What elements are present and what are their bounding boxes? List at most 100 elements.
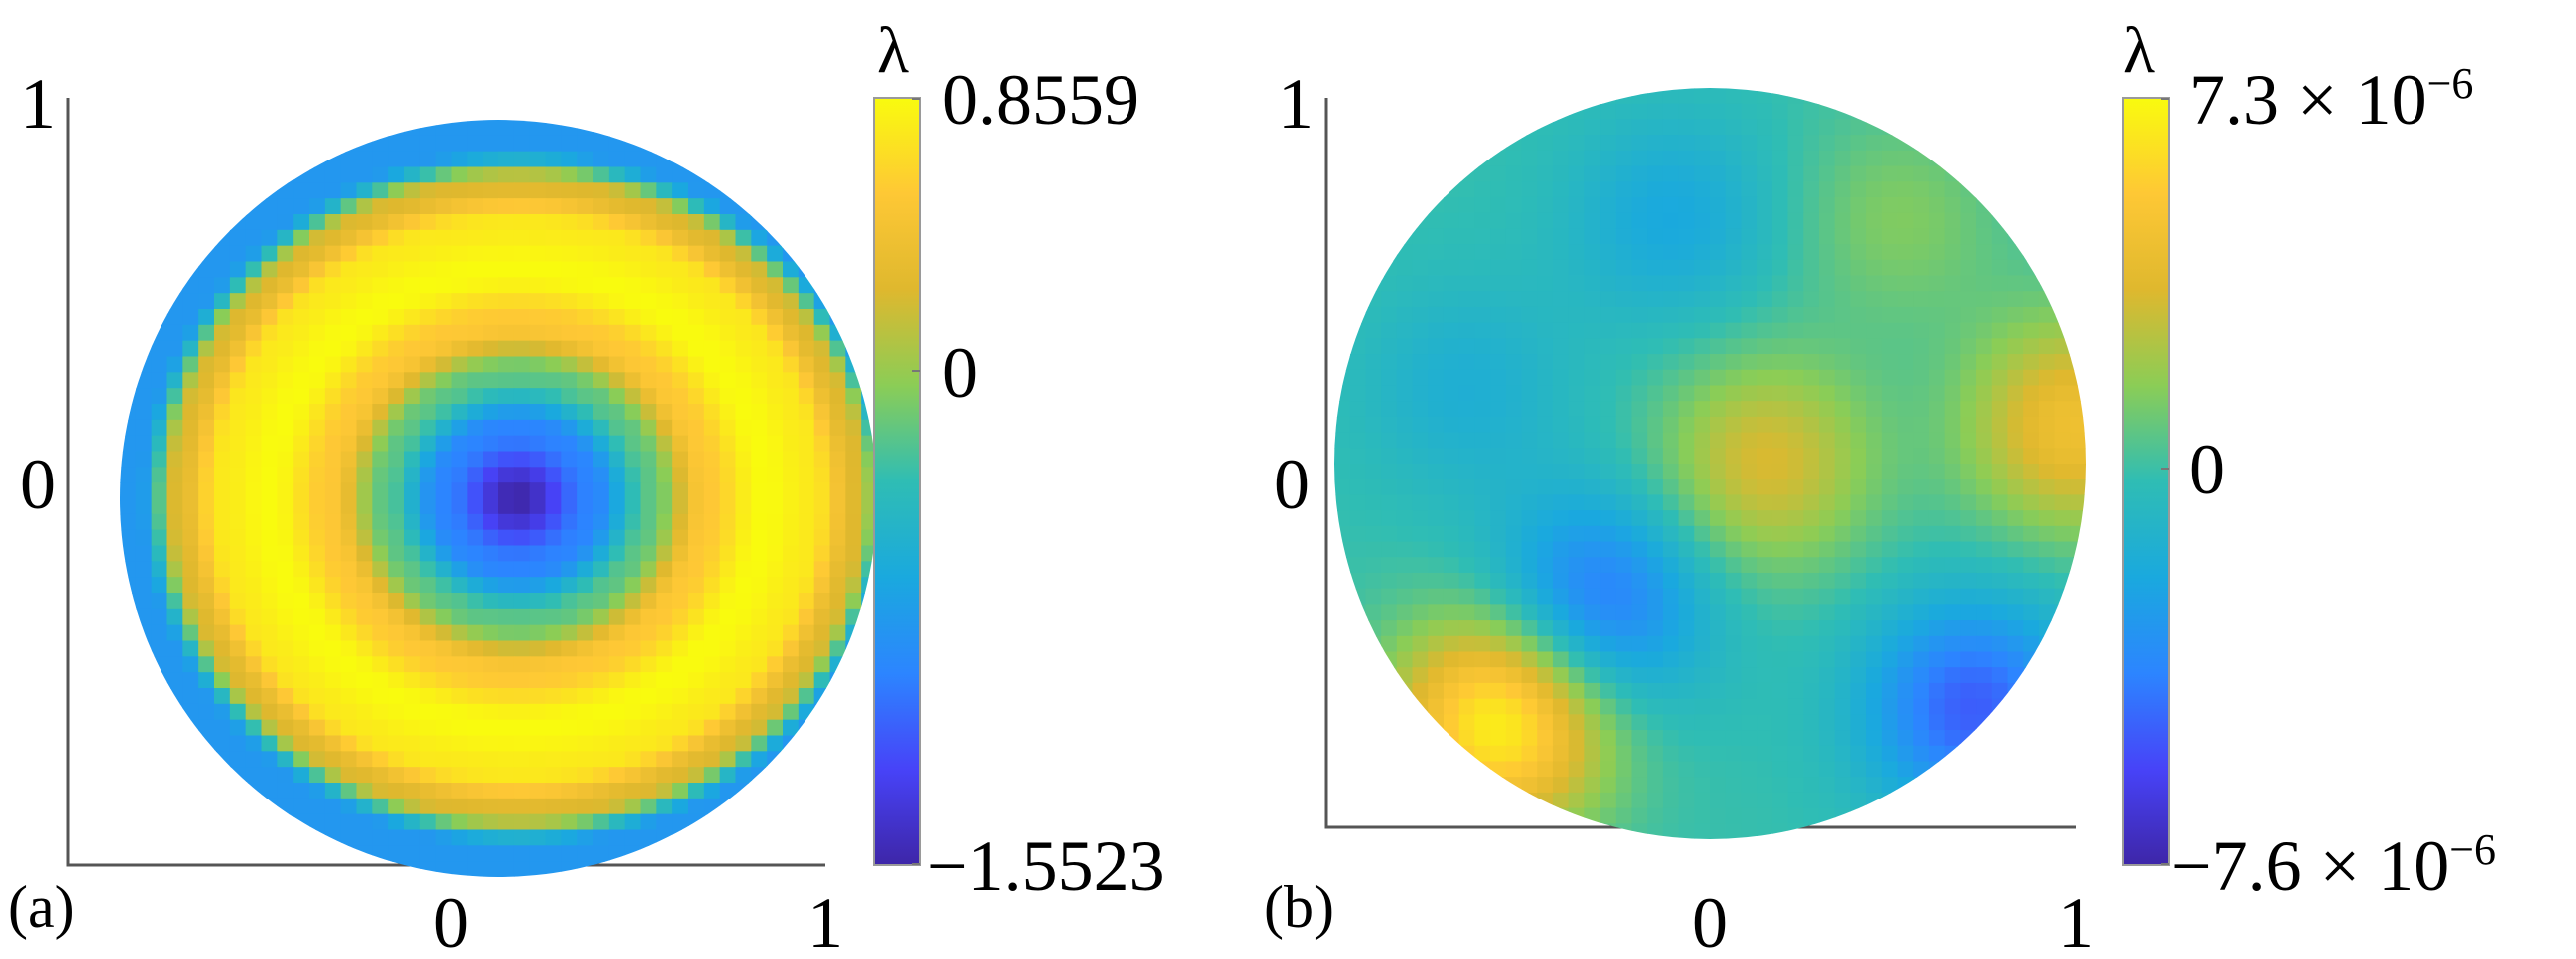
heatmap-cell-b	[1771, 604, 1789, 621]
heatmap-cell-b	[1458, 479, 1476, 496]
heatmap-cell-b	[1960, 385, 1977, 403]
heatmap-cell-b	[1928, 745, 1946, 763]
heatmap-cell-a	[561, 340, 579, 358]
heatmap-cell-a	[324, 688, 342, 705]
heatmap-cell-a	[813, 293, 831, 310]
heatmap-cell-a	[151, 703, 168, 721]
heatmap-cell-b	[1490, 244, 1507, 261]
heatmap-cell-b	[2054, 479, 2072, 496]
heatmap-cell-b	[1757, 244, 1773, 261]
heatmap-cell-a	[545, 372, 563, 390]
heatmap-cell-b	[1662, 792, 1680, 809]
heatmap-cell-b	[1662, 823, 1680, 839]
heatmap-cell-a	[783, 356, 800, 374]
heatmap-cell-a	[688, 608, 705, 626]
heatmap-cell-a	[703, 482, 721, 499]
heatmap-cell-b	[1458, 588, 1476, 606]
heatmap-cell-b	[1631, 525, 1649, 543]
heatmap-cell-b	[1757, 557, 1773, 574]
heatmap-cell-a	[435, 419, 453, 437]
heatmap-cell-a	[672, 467, 689, 484]
heatmap-cell-a	[577, 751, 594, 769]
heatmap-cell-a	[404, 545, 421, 563]
heatmap-cell-a	[813, 277, 831, 295]
heatmap-cell-a	[404, 293, 421, 310]
heatmap-cell-b	[1490, 620, 1507, 637]
heatmap-cell-b	[1537, 369, 1554, 387]
heatmap-cell-b	[1615, 448, 1633, 465]
heatmap-cell-b	[1396, 291, 1414, 308]
heatmap-cell-a	[451, 356, 469, 374]
heatmap-cell-a	[229, 229, 247, 247]
heatmap-cell-a	[656, 198, 674, 215]
heatmap-cell-b	[1647, 698, 1664, 716]
heatmap-cell-a	[577, 467, 594, 484]
heatmap-cell-a	[483, 166, 499, 184]
heatmap-cell-b	[1976, 682, 1993, 700]
heatmap-cell-a	[783, 608, 800, 626]
heatmap-cell-b	[1678, 777, 1696, 794]
heatmap-cell-a	[498, 229, 515, 247]
heatmap-cell-b	[2023, 667, 2040, 684]
heatmap-cell-b	[1678, 88, 1696, 105]
heatmap-cell-a	[845, 372, 863, 390]
heatmap-cell-a	[261, 608, 279, 626]
heatmap-cell-a	[561, 309, 579, 326]
heatmap-cell-b	[1818, 150, 1836, 167]
heatmap-cell-a	[751, 198, 769, 215]
heatmap-cell-b	[1474, 464, 1491, 480]
heatmap-cell-a	[151, 324, 168, 342]
heatmap-cell-b	[1991, 494, 2009, 512]
heatmap-cell-a	[624, 451, 642, 469]
heatmap-cell-a	[340, 688, 358, 705]
heatmap-cell-b	[1834, 212, 1852, 230]
heatmap-cell-a	[688, 577, 705, 594]
heatmap-cell-b	[1678, 682, 1696, 700]
heatmap-cell-b	[1428, 448, 1445, 465]
heatmap-cell-b	[1521, 557, 1539, 574]
heatmap-cell-b	[1647, 464, 1664, 480]
heatmap-cell-b	[2023, 401, 2040, 418]
heatmap-cell-a	[277, 640, 295, 658]
heatmap-cell-a	[624, 229, 642, 247]
heatmap-cell-a	[640, 309, 658, 326]
heatmap-cell-a	[767, 561, 784, 579]
heatmap-cell-b	[1787, 714, 1805, 731]
heatmap-cell-b	[1818, 432, 1836, 450]
heatmap-cell-a	[435, 293, 453, 310]
heatmap-cell-a	[735, 751, 753, 769]
heatmap-cell-a	[798, 419, 815, 437]
heatmap-cell-a	[656, 688, 674, 705]
heatmap-cell-a	[513, 261, 531, 279]
heatmap-cell-a	[388, 309, 405, 326]
heatmap-cell-a	[182, 640, 200, 658]
heatmap-cell-a	[245, 656, 263, 674]
heatmap-cell-b	[2023, 541, 2040, 559]
heatmap-cell-a	[783, 372, 800, 390]
heatmap-cell-b	[1771, 416, 1789, 434]
heatmap-cell-b	[2054, 385, 2072, 403]
heatmap-cell-b	[1615, 714, 1633, 731]
heatmap-cell-a	[608, 767, 626, 784]
heatmap-cell-b	[1443, 385, 1460, 403]
heatmap-cell-a	[529, 688, 547, 705]
heatmap-cell-b	[1818, 416, 1836, 434]
heatmap-cell-b	[1521, 588, 1539, 606]
heatmap-cell-a	[214, 688, 231, 705]
xtick-b-1: 1	[2058, 883, 2093, 959]
heatmap-cell-b	[1396, 541, 1414, 559]
heatmap-cell-a	[261, 498, 279, 515]
heatmap-cell-b	[1490, 682, 1507, 700]
heatmap-cell-b	[1584, 150, 1601, 167]
heatmap-cell-b	[1568, 401, 1586, 418]
heatmap-cell-a	[404, 688, 421, 705]
heatmap-cell-b	[1662, 416, 1680, 434]
heatmap-cell-b	[1396, 698, 1414, 716]
heatmap-cell-b	[1850, 150, 1867, 167]
heatmap-cell-b	[1834, 150, 1852, 167]
heatmap-cell-b	[1850, 354, 1867, 371]
heatmap-cell-b	[1991, 620, 2009, 637]
heatmap-cell-a	[293, 293, 310, 310]
heatmap-cell-a	[767, 593, 784, 610]
heatmap-cell-a	[261, 624, 279, 642]
